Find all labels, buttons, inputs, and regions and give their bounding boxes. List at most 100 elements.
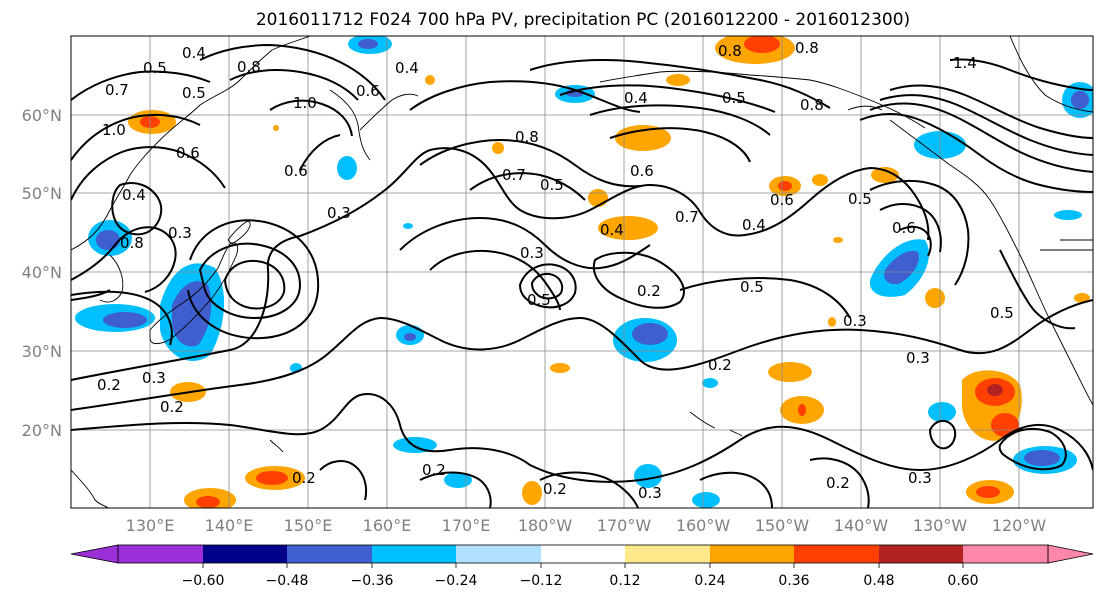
colorbar-segment: [794, 545, 879, 563]
lat-tick-label: 50°N: [22, 184, 62, 203]
contour-label: 0.5: [527, 291, 551, 309]
lon-tick-label: 150°W: [755, 516, 810, 535]
contour-label: 0.2: [826, 474, 850, 492]
contour-label: 0.6: [630, 162, 654, 180]
lon-tick-label: 120°W: [992, 516, 1047, 535]
contour-label: 0.3: [843, 312, 867, 330]
colorbar-extend-max: [1047, 544, 1094, 564]
colorbar-segment: [118, 545, 203, 563]
lat-tick-label: 60°N: [22, 106, 62, 125]
contour-label: 0.5: [740, 278, 764, 296]
contour-label: 0.6: [892, 219, 916, 237]
contour-label: 0.7: [502, 166, 526, 184]
lat-tick-label: 20°N: [22, 421, 62, 440]
figure-title: 2016011712 F024 700 hPa PV, precipitatio…: [256, 10, 910, 30]
contour-label: 0.3: [142, 369, 166, 387]
colorbar-segment: [963, 545, 1048, 563]
contour-label: 0.3: [638, 484, 662, 502]
colorbar-tick-label: −0.48: [266, 573, 309, 589]
contour-label: 0.5: [540, 176, 564, 194]
lat-axis: 60°N 50°N 40°N 30°N 20°N: [22, 106, 62, 440]
contour-labels: 0.4 0.5 0.8 0.4 1.0 0.7 0.5 1.0 0.6 0.6 …: [97, 39, 1014, 502]
contour-label: 0.8: [237, 58, 261, 76]
contour-label: 0.8: [800, 96, 824, 114]
lat-tick-label: 30°N: [22, 342, 62, 361]
contour-label: 1.4: [953, 54, 977, 72]
contour-label: 0.2: [97, 376, 121, 394]
contour-label: 0.4: [122, 186, 146, 204]
colorbar-segment: [456, 545, 541, 563]
colorbar-segment: [287, 545, 372, 563]
contour-label: 0.5: [990, 304, 1014, 322]
contour-label: 0.8: [120, 234, 144, 252]
contour-label: 0.5: [143, 59, 167, 77]
colorbar-tick-label: −0.12: [520, 573, 563, 589]
contour-label: 0.2: [708, 356, 732, 374]
map-panel: 0.4 0.5 0.8 0.4 1.0 0.7 0.5 1.0 0.6 0.6 …: [71, 36, 1093, 508]
contour-label: 0.4: [395, 59, 419, 77]
lon-tick-label: 130°E: [126, 516, 175, 535]
lon-tick-label: 140°W: [834, 516, 889, 535]
colorbar-segment: [879, 545, 964, 563]
lon-tick-label: 140°E: [205, 516, 254, 535]
contour-label: 0.5: [722, 89, 746, 107]
contour-label: 0.6: [176, 144, 200, 162]
contour-label: 0.4: [600, 221, 624, 239]
contour-label: 0.6: [770, 191, 794, 209]
contour-label: 0.8: [515, 128, 539, 146]
colorbar-tick-label: 0.36: [778, 573, 809, 589]
lat-tick-label: 40°N: [22, 263, 62, 282]
colorbar-segment: [203, 545, 288, 563]
contour-label: 0.5: [848, 190, 872, 208]
colorbar-tick-label: −0.24: [435, 573, 478, 589]
contour-label: 0.3: [327, 204, 351, 222]
colorbar-tick-label: 0.60: [947, 573, 978, 589]
colorbar-extend-min: [70, 544, 119, 564]
colorbar-segment: [710, 545, 795, 563]
lon-tick-label: 160°W: [676, 516, 731, 535]
contour-label: 0.6: [356, 82, 380, 100]
map-frame: [70, 35, 1094, 509]
contour-label: 0.8: [718, 42, 742, 60]
colorbar-tick-label: 0.48: [863, 573, 894, 589]
lon-tick-label: 170°E: [442, 516, 491, 535]
colorbar-tick-label: 0.24: [694, 573, 725, 589]
pv-contours: [71, 43, 1093, 508]
contour-label: 0.2: [422, 461, 446, 479]
colorbar-segment: [372, 545, 457, 563]
lon-tick-label: 170°W: [597, 516, 652, 535]
lon-tick-label: 150°E: [284, 516, 333, 535]
contour-label: 1.0: [293, 94, 317, 112]
contour-label: 0.6: [284, 162, 308, 180]
contour-label: 0.7: [105, 81, 129, 99]
colorbar: −0.60 −0.48 −0.36 −0.24 −0.12 0.12 0.24 …: [70, 544, 1094, 589]
contour-label: 0.3: [520, 244, 544, 262]
contour-label: 0.4: [182, 44, 206, 62]
colorbar-tick-label: −0.36: [351, 573, 394, 589]
colorbar-tick-label: 0.12: [609, 573, 640, 589]
contour-label: 0.5: [182, 84, 206, 102]
contour-label: 0.4: [742, 216, 766, 234]
colorbar-frame: [117, 544, 1049, 564]
contour-label: 1.0: [102, 121, 126, 139]
map-gridlines: [71, 36, 1093, 508]
lon-tick-label: 130°W: [913, 516, 968, 535]
contour-label: 0.3: [168, 224, 192, 242]
contour-label: 0.3: [906, 349, 930, 367]
contour-label: 0.2: [292, 469, 316, 487]
contour-label: 0.2: [160, 398, 184, 416]
colorbar-segment: [625, 545, 710, 563]
contour-label: 0.2: [637, 282, 661, 300]
contour-label: 0.4: [624, 89, 648, 107]
colorbar-ticks: [202, 563, 964, 568]
lon-tick-label: 160°E: [363, 516, 412, 535]
contour-label: 0.2: [543, 480, 567, 498]
colorbar-tick-label: −0.60: [182, 573, 225, 589]
colorbar-segment: [541, 545, 626, 563]
lon-axis: 130°E 140°E 150°E 160°E 170°E 180°W 170°…: [126, 516, 1047, 535]
contour-label: 0.7: [675, 208, 699, 226]
contour-label: 0.3: [908, 469, 932, 487]
lon-tick-label: 180°W: [518, 516, 573, 535]
contour-label: 0.8: [795, 39, 819, 57]
